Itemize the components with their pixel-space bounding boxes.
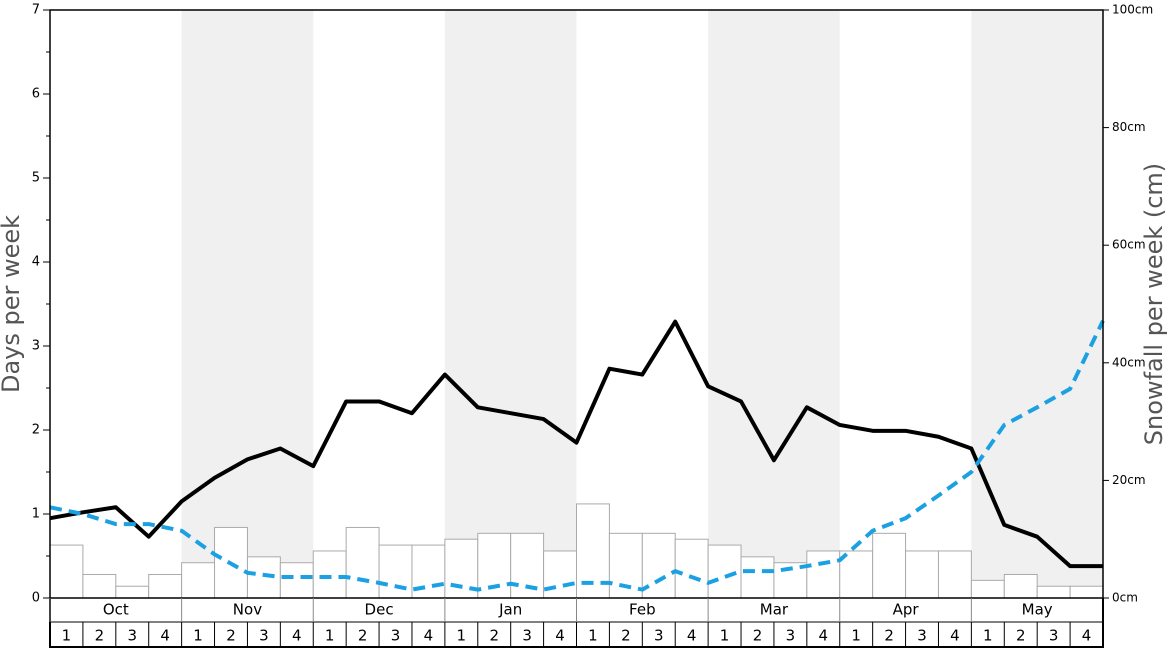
week-label: 3: [391, 627, 401, 645]
snowfall-bar: [115, 585, 150, 599]
y2-tick-label: 100cm: [1112, 3, 1153, 17]
snowfall-bar: [970, 579, 1005, 599]
month-band: [971, 10, 1103, 598]
y2-tick-label: 60cm: [1112, 238, 1146, 252]
week-label: 1: [457, 627, 467, 645]
snowfall-bar: [148, 573, 183, 599]
month-label: Apr: [893, 601, 920, 619]
snowfall-bar: [937, 550, 972, 599]
snowfall-bar: [1069, 585, 1104, 599]
week-label: 1: [193, 627, 203, 645]
y2-axis-title: Snowfall per week (cm): [1140, 163, 1168, 445]
y2-tick-label: 0cm: [1112, 591, 1138, 605]
y-tick-label: 3: [32, 339, 40, 354]
month-label: Jan: [498, 601, 522, 619]
y-tick-label: 2: [32, 423, 40, 438]
snowfall-bar: [740, 556, 775, 599]
week-label: 2: [621, 627, 631, 645]
month-band: [444, 10, 577, 598]
week-label: 3: [917, 627, 927, 645]
week-label: 4: [1082, 627, 1092, 645]
y2-tick-label: 20cm: [1112, 473, 1146, 487]
month-label: May: [1022, 601, 1053, 619]
snowfall-bar: [312, 550, 347, 599]
y-tick-label: 5: [32, 171, 40, 186]
y-tick-label: 1: [32, 507, 40, 522]
week-label: 3: [259, 627, 269, 645]
week-label: 4: [687, 627, 697, 645]
week-label: 3: [522, 627, 532, 645]
week-label: 1: [851, 627, 861, 645]
month-label: Dec: [365, 601, 394, 619]
week-label: 2: [1016, 627, 1026, 645]
y-tick-label: 6: [32, 87, 40, 102]
week-label: 1: [983, 627, 993, 645]
y-axis-title: Days per week: [0, 215, 25, 393]
days-line: [49, 319, 1103, 569]
week-label: 2: [95, 627, 105, 645]
month-label: Oct: [103, 601, 129, 619]
y2-tick-label: 40cm: [1112, 355, 1146, 369]
week-label: 2: [489, 627, 499, 645]
snowfall-bar: [608, 532, 643, 599]
snowfall-bar: [345, 526, 380, 599]
snowfall-bar: [82, 573, 117, 599]
week-label: 3: [654, 627, 664, 645]
week-label: 1: [588, 627, 598, 645]
snowfall-bar: [806, 550, 841, 599]
week-label: 2: [884, 627, 894, 645]
month-label: Feb: [629, 601, 656, 619]
week-label: 3: [786, 627, 796, 645]
y-tick-label: 7: [32, 3, 40, 18]
week-label: 4: [292, 627, 302, 645]
snowfall-bar: [181, 562, 216, 599]
week-label: 4: [424, 627, 434, 645]
week-label: 2: [753, 627, 763, 645]
month-band: [181, 10, 314, 598]
week-label: 3: [1049, 627, 1059, 645]
snowfall-bar: [49, 544, 84, 599]
week-label: 4: [950, 627, 960, 645]
snowfall-bar: [707, 544, 742, 599]
week-label: 4: [819, 627, 829, 645]
month-band: [708, 10, 840, 598]
snowfall-bar: [1036, 585, 1071, 599]
snowfall-bar: [279, 562, 314, 599]
snowfall-bar: [872, 532, 907, 599]
week-label: 1: [62, 627, 72, 645]
y-tick-label: 4: [32, 255, 40, 270]
week-label: 4: [555, 627, 565, 645]
week-label: 1: [325, 627, 335, 645]
week-label: 3: [127, 627, 137, 645]
snowfall-bar: [1003, 573, 1038, 599]
snowfall-bar: [674, 538, 709, 599]
snowfall-bar: [246, 556, 281, 599]
week-label: 2: [358, 627, 368, 645]
snowfall-bar: [543, 550, 577, 599]
week-label: 2: [226, 627, 236, 645]
y2-tick-label: 80cm: [1112, 120, 1146, 134]
week-label: 4: [160, 627, 170, 645]
week-label: 1: [720, 627, 730, 645]
month-label: Nov: [233, 601, 262, 619]
snowfall-bar: [905, 550, 939, 599]
month-label: Mar: [760, 601, 789, 619]
y-tick-label: 0: [32, 591, 40, 606]
snowfall-bar: [378, 544, 413, 599]
